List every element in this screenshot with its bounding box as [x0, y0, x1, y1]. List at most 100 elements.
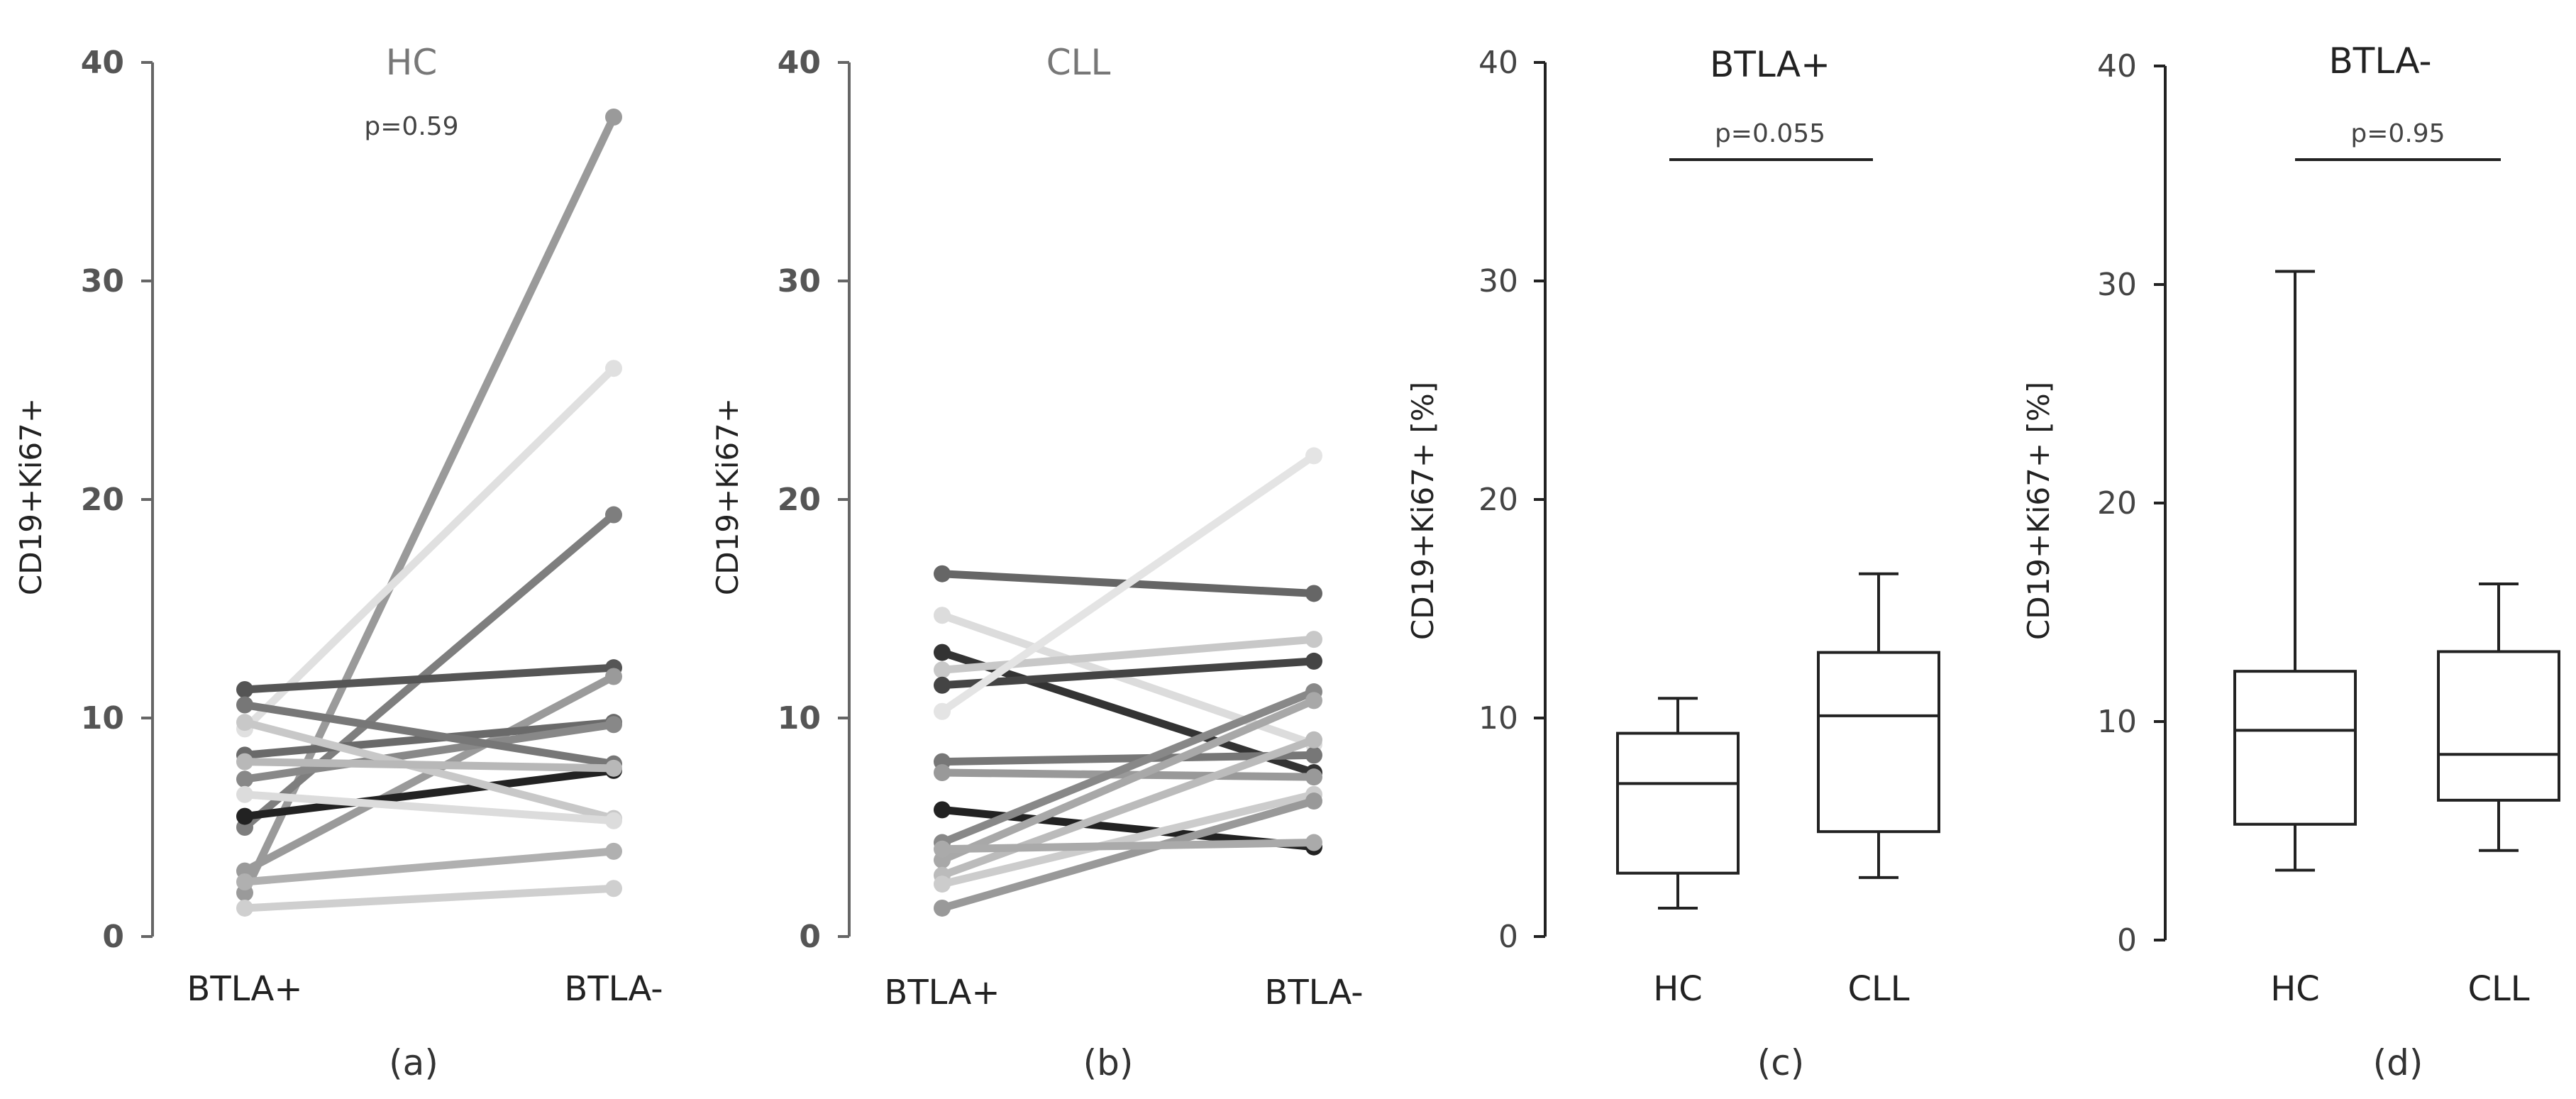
series-point-13-1: [605, 759, 622, 777]
panel-d-tick-label-1: 10: [2097, 704, 2137, 740]
panel-a-tick-label-0: 0: [102, 919, 124, 955]
series-line-11: [241, 847, 618, 886]
panel-d-category-0: HC: [2270, 969, 2320, 1009]
series-point-2-1: [605, 506, 622, 524]
panel-b-series-group: [934, 447, 1322, 917]
series-point-5-1: [1305, 447, 1322, 465]
series-point-0-1: [1305, 585, 1322, 602]
panel-b-tick-label-0: 0: [799, 919, 821, 955]
series-point-3-0: [236, 680, 253, 698]
series-line-1: [938, 611, 1318, 749]
panel-a-category-1: BTLA-: [564, 969, 663, 1009]
panel-d-tick-label-2: 20: [2097, 485, 2137, 521]
panel-a-sublabel: (a): [389, 1042, 438, 1083]
series-line-3: [241, 663, 618, 694]
series-point-13-1: [1305, 793, 1322, 810]
panel-a-category-0: BTLA+: [187, 969, 302, 1009]
series-point-10-0: [236, 785, 253, 803]
panel-d-sublabel: (d): [2373, 1042, 2423, 1083]
panel-c-tick-label-0: 0: [1498, 919, 1518, 955]
series-point-7-1: [1305, 768, 1322, 786]
panel-b: CLL CD19+Ki67+ 0 10 20 30 40 BTLA+ BTLA-…: [710, 42, 1364, 1083]
series-point-4-1: [1305, 652, 1322, 670]
panel-d-category-1: CLL: [2468, 969, 2530, 1009]
series-point-2-0: [934, 644, 951, 661]
series-point-0-0: [934, 565, 951, 582]
panel-c: BTLA+ p=0.055 CD19+Ki67+ [%] 0 10 20 30 …: [1405, 44, 1940, 1083]
series-line-1: [241, 364, 618, 733]
panel-c-pvalue: p=0.055: [1715, 119, 1825, 148]
panel-c-title: BTLA+: [1710, 44, 1830, 85]
series-line-7: [938, 768, 1318, 781]
series-line-13: [938, 797, 1318, 912]
series-point-1-1: [605, 360, 622, 377]
series-line-12: [241, 884, 618, 912]
panel-b-ylabel: CD19+Ki67+: [710, 398, 745, 595]
series-point-3-0: [934, 661, 951, 679]
panel-d-tick-label-3: 30: [2097, 267, 2137, 303]
panel-b-category-0: BTLA+: [884, 973, 1000, 1012]
series-line-12: [938, 790, 1318, 888]
panel-d-pvalue: p=0.95: [2350, 119, 2445, 148]
box-0-iqr: [2233, 670, 2357, 826]
panel-a-tick-label-2: 20: [81, 482, 124, 518]
series-line-8: [241, 701, 618, 768]
series-point-6-0: [236, 771, 253, 788]
panel-c-tick-label-2: 20: [1478, 482, 1518, 518]
panel-b-title: CLL: [1046, 42, 1111, 83]
panel-c-box-group: [1616, 572, 1940, 910]
panel-c-ylabel: CD19+Ki67+ [%]: [1405, 382, 1440, 640]
panel-a-tick-label-4: 40: [81, 45, 124, 81]
series-point-3-1: [1305, 631, 1322, 648]
box-1-iqr: [2437, 650, 2560, 802]
series-point-12-1: [605, 880, 622, 898]
panel-c-category-0: HC: [1653, 969, 1703, 1009]
series-point-7-0: [236, 807, 253, 825]
panel-a-pvalue: p=0.59: [364, 112, 458, 141]
panel-b-tick-label-3: 30: [778, 263, 821, 299]
panel-d-box-group: [2233, 270, 2560, 872]
series-point-13-0: [236, 753, 253, 771]
panel-c-category-1: CLL: [1848, 969, 1910, 1009]
series-point-0-1: [605, 109, 622, 126]
panel-b-tick-label-1: 10: [778, 700, 821, 736]
series-line-7: [241, 766, 618, 821]
series-line-2: [241, 511, 618, 832]
panel-d-tick-label-0: 0: [2117, 922, 2137, 959]
panel-d-title: BTLA-: [2329, 40, 2432, 82]
series-point-12-0: [236, 899, 253, 917]
series-line-5: [938, 451, 1318, 716]
series-line-10: [938, 696, 1318, 864]
series-point-11-1: [605, 842, 622, 860]
series-line-4: [938, 657, 1318, 690]
series-line-9: [241, 718, 618, 823]
series-point-8-0: [934, 801, 951, 819]
panel-b-tick-label-2: 20: [778, 482, 821, 518]
panel-a-tick-label-1: 10: [81, 700, 124, 736]
panel-a-tick-label-3: 30: [81, 263, 124, 299]
panel-b-category-1: BTLA-: [1264, 973, 1363, 1012]
series-line-13: [241, 758, 618, 773]
series-point-4-1: [605, 668, 622, 685]
series-point-7-0: [934, 764, 951, 781]
series-point-13-0: [934, 899, 951, 917]
panel-d-ylabel: CD19+Ki67+ [%]: [2021, 382, 2056, 640]
series-point-1-0: [934, 607, 951, 624]
panel-a-series-group: [236, 109, 622, 917]
panel-a-title: HC: [386, 42, 438, 83]
panel-b-sublabel: (b): [1083, 1042, 1134, 1083]
series-line-6: [938, 751, 1318, 766]
series-point-14-1: [1305, 834, 1322, 851]
box-1-iqr: [1817, 651, 1940, 834]
panel-d: BTLA- p=0.95 CD19+Ki67+ [%] 0 10 20 30 4…: [2021, 40, 2560, 1083]
series-line-11: [938, 736, 1318, 880]
panel-a: HC p=0.59 CD19+Ki67+ 0 10 20 30 40 BTLA+…: [13, 42, 663, 1083]
panel-d-tick-label-4: 40: [2097, 48, 2137, 84]
series-point-4-0: [934, 676, 951, 694]
series-point-9-0: [236, 714, 253, 731]
series-point-10-1: [605, 812, 622, 829]
panel-c-tick-label-3: 30: [1478, 263, 1518, 299]
series-point-14-0: [934, 840, 951, 858]
series-point-6-1: [1305, 746, 1322, 764]
